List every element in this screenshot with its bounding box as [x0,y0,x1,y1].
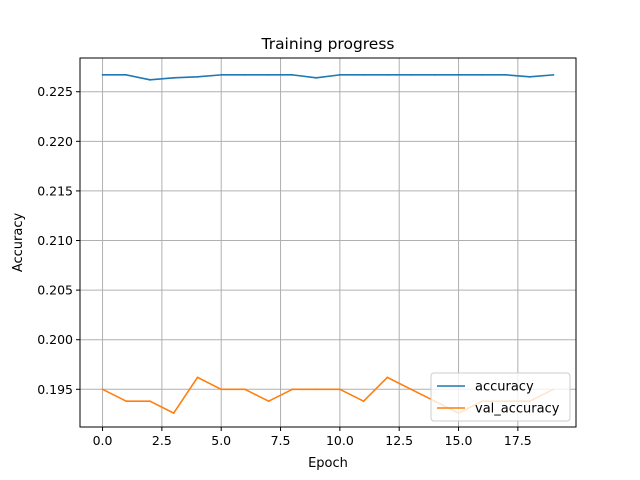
x-tick-label: 12.5 [385,433,413,448]
data-point [315,388,318,391]
data-point [315,76,318,79]
y-tick-label: 0.215 [37,183,73,198]
data-point [291,73,294,76]
data-point [552,73,555,76]
data-point [149,78,151,81]
legend-box [430,372,571,422]
data-point [196,75,199,78]
y-tick-label: 0.200 [37,332,73,347]
data-point [528,75,531,78]
x-tick-label: 10.0 [326,433,354,448]
data-point [172,76,175,79]
series-line-accuracy [102,74,554,81]
x-tick-label: 17.5 [504,433,532,448]
data-point [386,376,389,379]
data-point [172,412,175,415]
legend-label: accuracy [475,380,534,395]
x-tick-label: 7.5 [271,433,291,448]
chart-title: Training progress [261,35,395,53]
data-point [410,73,412,76]
y-tick-label: 0.225 [37,84,73,99]
data-point [338,388,341,391]
y-tick-label: 0.220 [37,134,73,149]
data-point [291,388,294,391]
legend: accuracy val_accuracy [430,372,571,422]
x-tick-label: 2.5 [152,433,172,448]
data-point [101,73,104,76]
data-point [244,388,246,391]
x-tick-label: 15.0 [445,433,473,448]
y-tick-label: 0.210 [37,233,73,248]
data-point [362,73,365,76]
data-point [267,73,270,76]
y-axis-label: Accuracy [11,213,26,273]
data-point [338,73,341,76]
data-point [481,73,484,76]
data-point [433,73,436,76]
data-point [125,400,128,403]
y-tick-label: 0.205 [37,283,73,298]
data-point [457,73,460,76]
data-point [386,73,389,76]
x-axis-label: Epoch [308,456,348,471]
data-point [101,388,104,391]
data-point [149,400,151,403]
plot-frame [79,57,577,428]
data-point [410,388,412,391]
y-tick-label: 0.195 [37,382,73,397]
data-point [220,73,223,76]
data-point [196,376,199,379]
data-point [220,388,223,391]
x-tick-label: 0.0 [93,433,113,448]
data-point [505,73,507,76]
legend-label: val_accuracy [475,402,560,417]
data-point [125,73,128,76]
data-point [362,400,365,403]
data-point [244,73,246,76]
x-tick-label: 5.0 [211,433,231,448]
grid [80,58,576,427]
axis-ticks: 0.0 2.5 5.0 7.5 10.0 12.5 15.0 17.5 0.195 0.200 0.… [37,84,532,448]
data-point [267,400,270,403]
